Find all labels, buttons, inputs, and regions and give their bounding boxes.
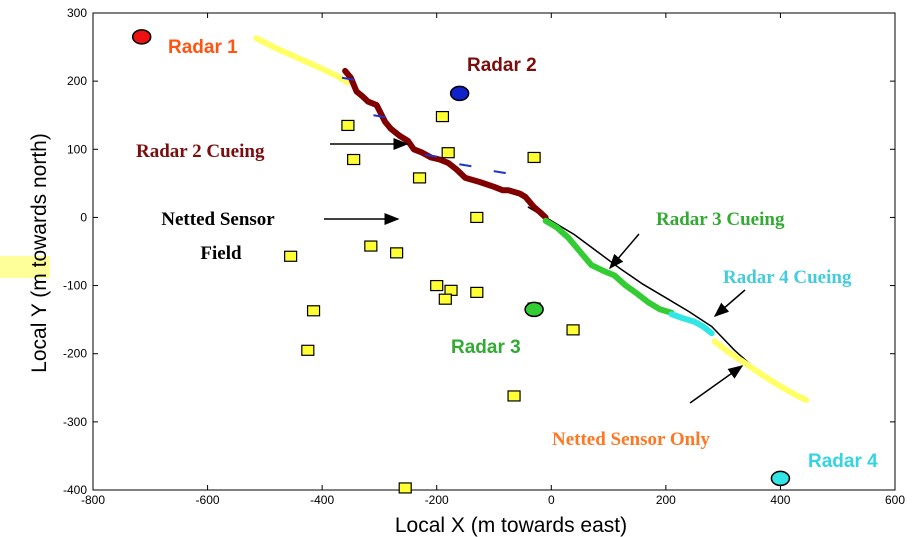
- radar-marker: [131, 29, 152, 45]
- sensor-marker: [301, 344, 315, 356]
- y-axis-label: Local Y (m towards north): [28, 133, 51, 373]
- radar1-label: Radar 1: [168, 37, 238, 58]
- sensor-marker: [347, 153, 361, 166]
- y-tick-label: -400: [63, 483, 87, 497]
- x-tick-label: 0: [548, 493, 555, 507]
- y-tick-label: 100: [67, 142, 87, 156]
- sensor-marker: [527, 151, 541, 164]
- sensor-marker: [438, 293, 452, 305]
- radar2-label: Radar 2: [467, 55, 537, 76]
- sensor-marker: [412, 172, 427, 184]
- radar-marker: [770, 470, 791, 487]
- sensor-marker: [306, 305, 321, 317]
- series-point: [373, 114, 386, 119]
- sensor-marker: [430, 279, 444, 292]
- y-tick-label: 200: [67, 74, 87, 88]
- sensor-marker: [507, 390, 521, 402]
- series-path: [542, 217, 675, 316]
- radar3-cueing-label: Radar 3 Cueing: [656, 209, 785, 230]
- series-path: [342, 67, 549, 221]
- radar3-cueing-arrow: [609, 233, 640, 270]
- y-tick-label: 0: [80, 210, 87, 224]
- plot-frame: [92, 12, 896, 491]
- series-point: [459, 163, 472, 168]
- series-point: [341, 76, 355, 81]
- series-point: [493, 170, 506, 175]
- netted-only-label: Netted Sensor Only: [552, 429, 710, 450]
- sensor-marker: [435, 110, 450, 123]
- sensor-marker: [398, 482, 412, 494]
- sensor-marker: [390, 247, 404, 259]
- sensor-marker: [341, 119, 355, 132]
- plot-area: -800 -600 -400 -200 0 200 400 600 300 200 100 0 -100…: [63, 6, 905, 507]
- radar2-cueing-label: Radar 2 Cueing: [136, 141, 265, 162]
- y-tick-label: -300: [63, 415, 87, 429]
- radar-marker: [524, 301, 544, 318]
- radar4-cueing-label: Radar 4 Cueing: [723, 267, 852, 288]
- netted-field-label-line1: Netted Sensor: [161, 209, 275, 230]
- netted-field-label-line2: Field: [200, 243, 242, 264]
- sensor-marker: [470, 286, 484, 298]
- radar4-label: Radar 4: [808, 451, 878, 472]
- y-tick-label: -100: [63, 279, 87, 293]
- x-tick-label: 600: [885, 493, 905, 507]
- x-tick-label: -600: [196, 493, 220, 507]
- x-tick-label: 200: [656, 493, 676, 507]
- radar-marker: [449, 85, 470, 102]
- netted-only-arrow: [689, 365, 744, 404]
- x-tick-label: -800: [81, 493, 105, 507]
- series-point: [424, 153, 438, 158]
- y-tick-label: 300: [67, 6, 87, 20]
- ylabel-highlight: [0, 256, 50, 278]
- series-path: [253, 35, 351, 86]
- sensor-marker: [364, 240, 378, 252]
- sensor-marker: [566, 324, 580, 336]
- sensor-marker: [470, 211, 484, 224]
- x-tick-label: 400: [770, 493, 790, 507]
- series-path: [711, 338, 810, 404]
- x-axis-label: Local X (m towards east): [395, 514, 627, 537]
- series-path: [668, 311, 715, 337]
- sensor-marker: [441, 147, 455, 159]
- radar4-cueing-arrow: [713, 289, 746, 317]
- x-tick-label: -200: [425, 493, 449, 507]
- x-tick-label: -400: [310, 493, 334, 507]
- radar3-label: Radar 3: [451, 337, 521, 358]
- sensor-marker: [284, 250, 298, 262]
- y-tick-label: -200: [63, 347, 87, 361]
